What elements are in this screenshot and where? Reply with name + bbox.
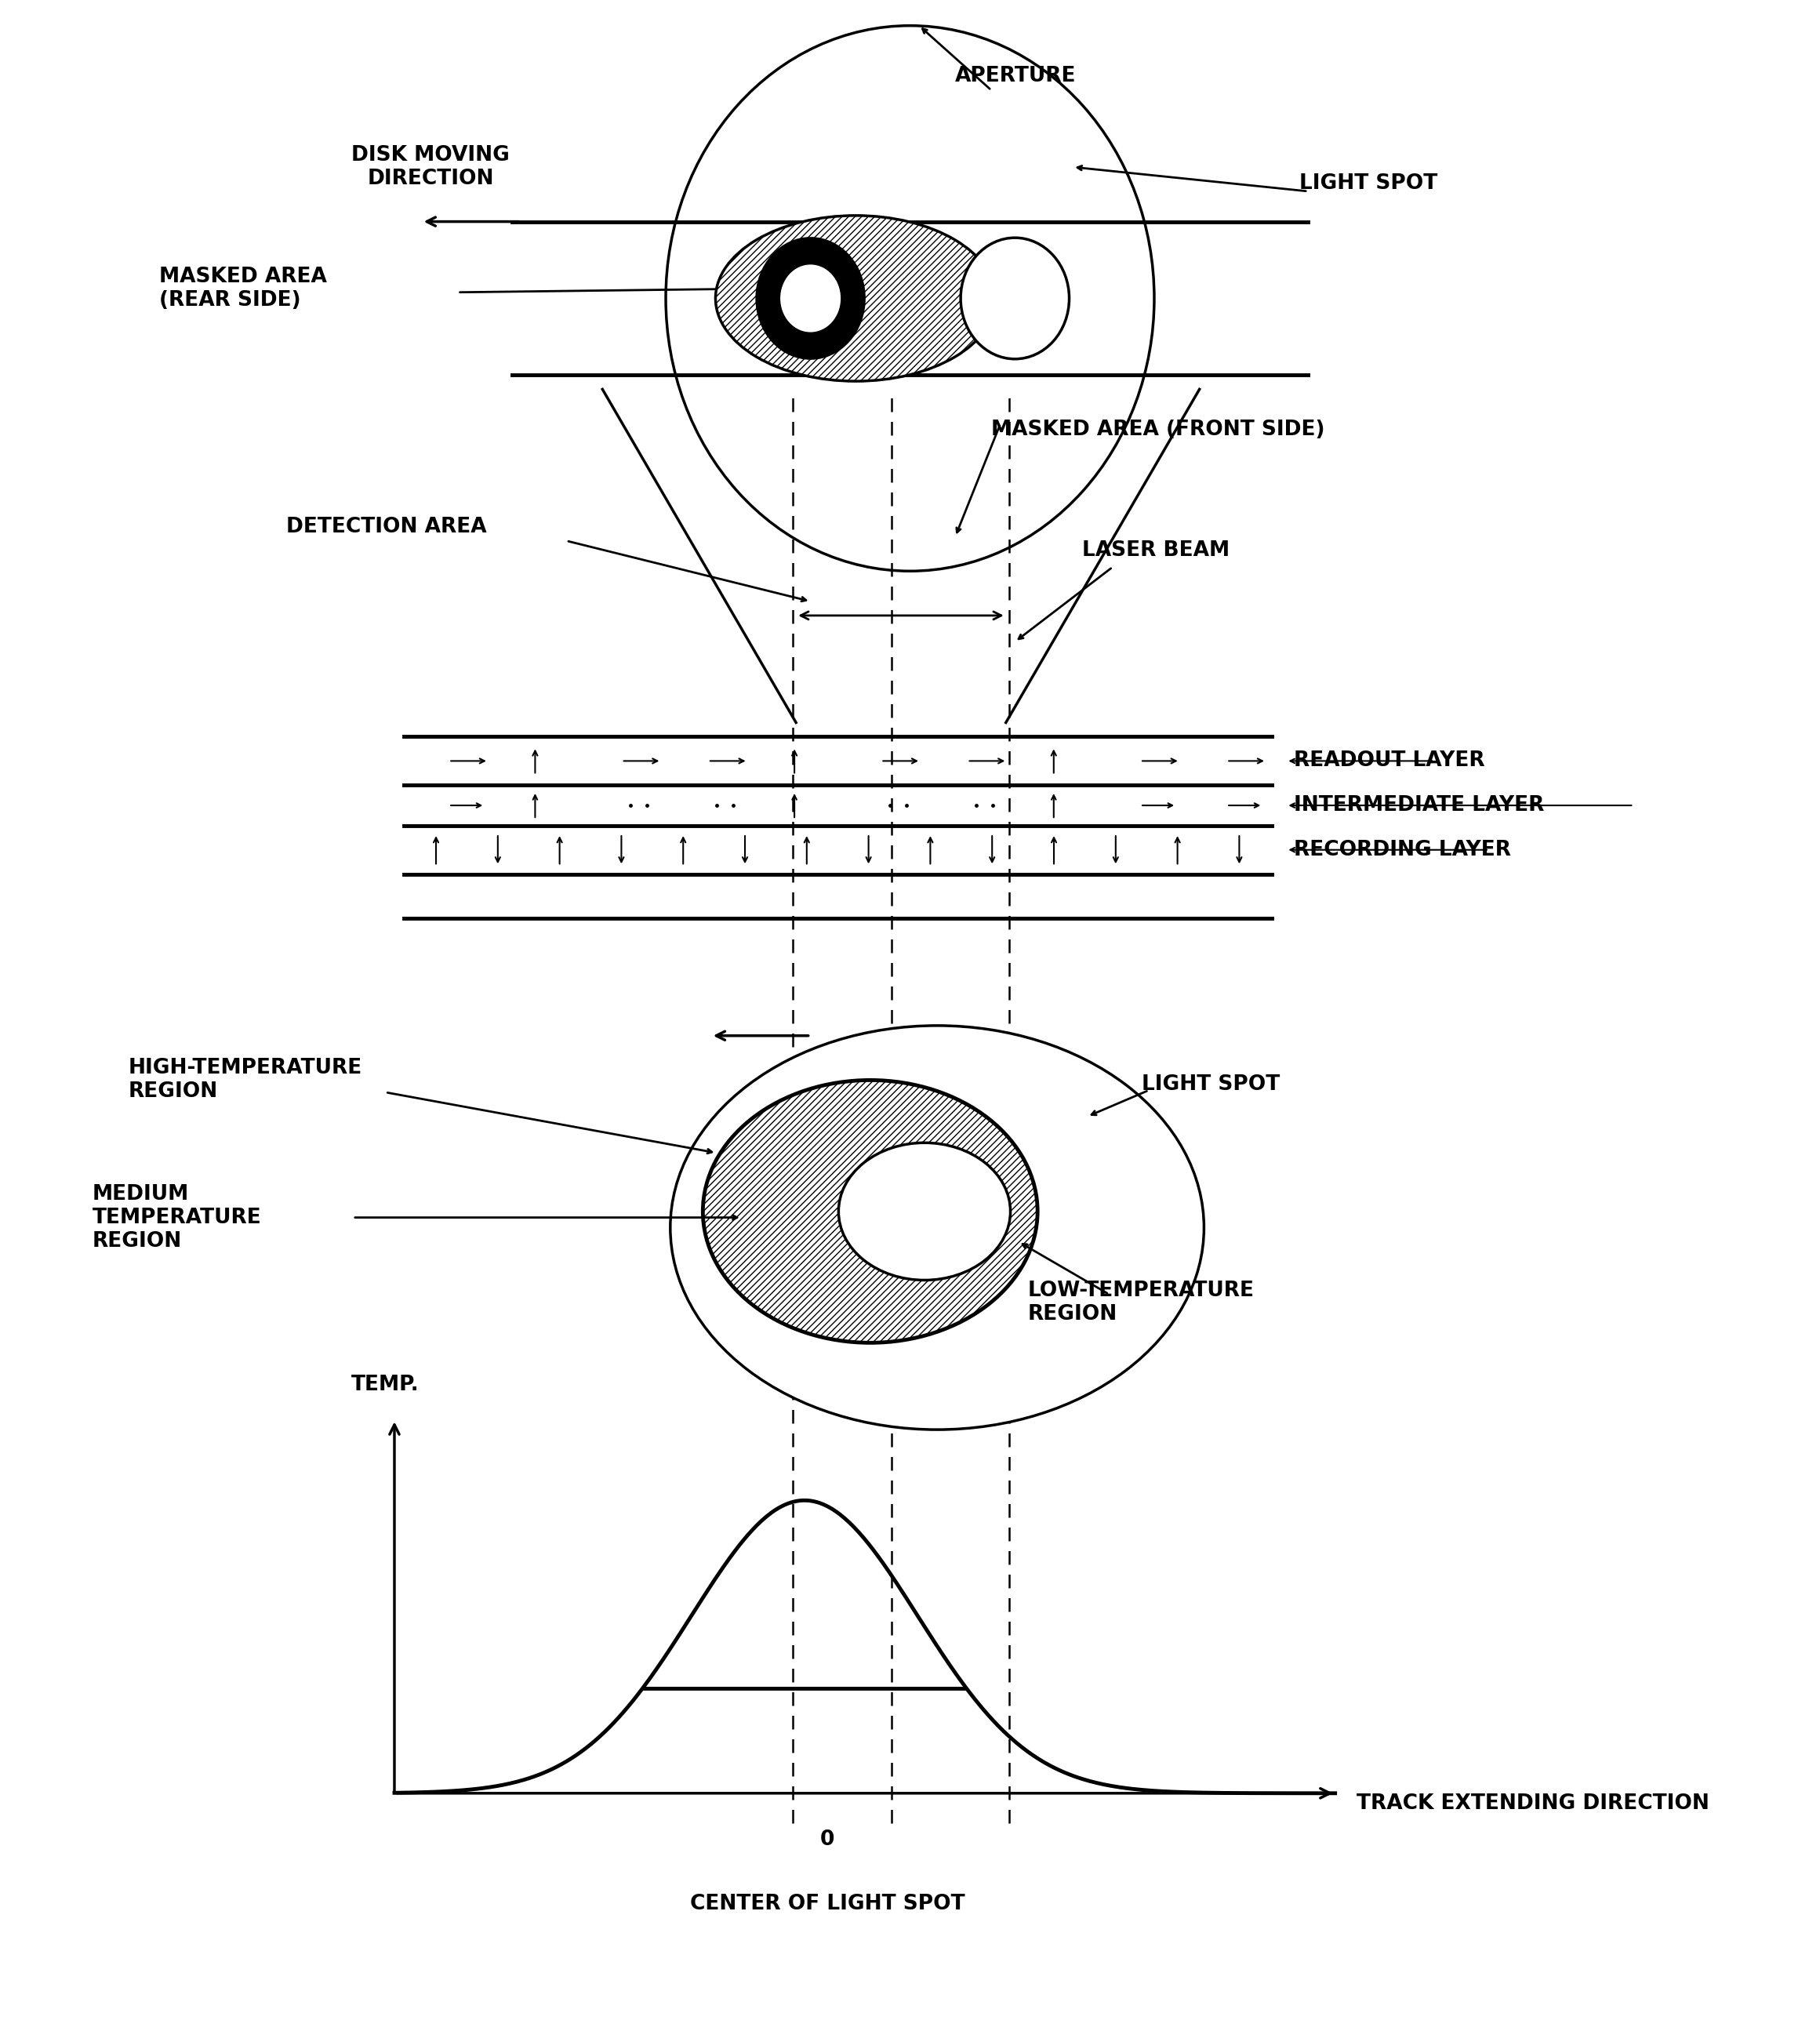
Text: RECORDING LAYER: RECORDING LAYER	[1294, 839, 1511, 859]
Ellipse shape	[703, 1080, 1037, 1342]
Text: CENTER OF LIGHT SPOT: CENTER OF LIGHT SPOT	[690, 1895, 965, 1915]
Text: LIGHT SPOT: LIGHT SPOT	[1299, 173, 1438, 193]
Text: READOUT LAYER: READOUT LAYER	[1294, 751, 1485, 772]
Text: LIGHT SPOT: LIGHT SPOT	[1141, 1074, 1279, 1095]
Circle shape	[757, 238, 864, 359]
Circle shape	[779, 264, 841, 333]
Text: APERTURE: APERTURE	[956, 65, 1076, 87]
Text: HIGH-TEMPERATURE
REGION: HIGH-TEMPERATURE REGION	[129, 1058, 362, 1103]
Text: LOW-TEMPERATURE
REGION: LOW-TEMPERATURE REGION	[1028, 1280, 1254, 1324]
Text: MASKED AREA
(REAR SIDE): MASKED AREA (REAR SIDE)	[158, 266, 328, 311]
Text: MEDIUM
TEMPERATURE
REGION: MEDIUM TEMPERATURE REGION	[93, 1184, 262, 1251]
Text: INTERMEDIATE LAYER: INTERMEDIATE LAYER	[1294, 796, 1543, 816]
Text: DETECTION AREA: DETECTION AREA	[286, 516, 486, 536]
Text: DISK MOVING
DIRECTION: DISK MOVING DIRECTION	[351, 144, 510, 189]
Text: TEMP.: TEMP.	[351, 1375, 419, 1395]
Text: TRACK EXTENDING DIRECTION: TRACK EXTENDING DIRECTION	[1358, 1793, 1709, 1814]
Ellipse shape	[715, 215, 996, 382]
Circle shape	[961, 238, 1068, 359]
Text: LASER BEAM: LASER BEAM	[1081, 540, 1229, 561]
Ellipse shape	[670, 1026, 1205, 1430]
Ellipse shape	[839, 1143, 1010, 1280]
Text: MASKED AREA (FRONT SIDE): MASKED AREA (FRONT SIDE)	[992, 420, 1325, 441]
Text: 0: 0	[821, 1830, 834, 1850]
